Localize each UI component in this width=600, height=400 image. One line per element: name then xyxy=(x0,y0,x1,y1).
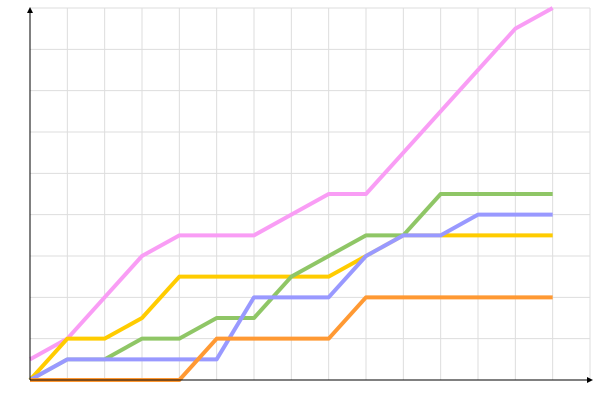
series-line xyxy=(29,6,554,362)
series-line xyxy=(29,192,553,382)
series-line xyxy=(29,212,553,382)
